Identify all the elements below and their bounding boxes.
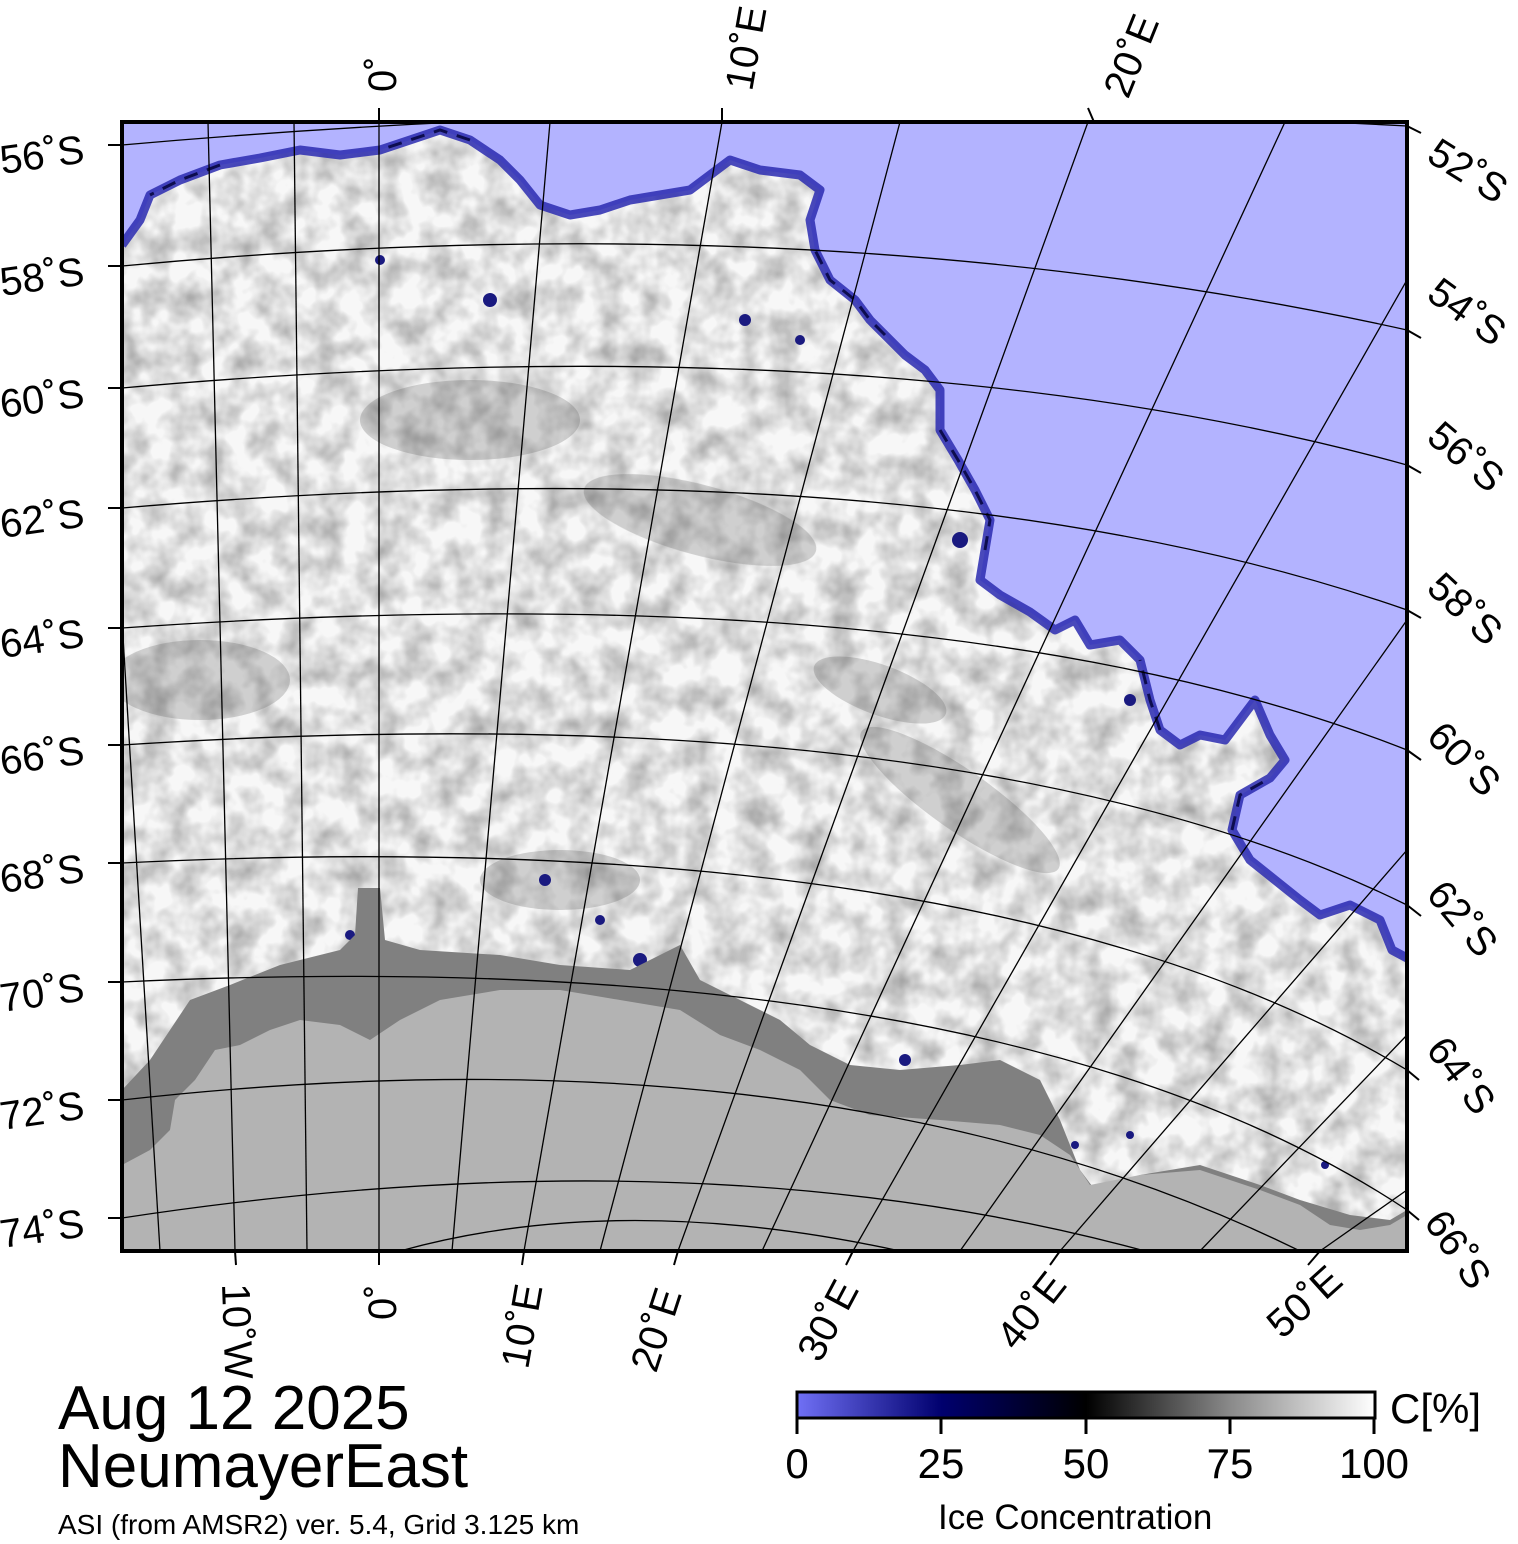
colorbar bbox=[795, 1390, 1377, 1420]
bottom-longitude-labels: 10˚W 0˚ 10˚E 20˚E 30˚E 40˚E 50˚E bbox=[213, 1257, 1351, 1380]
lat-label: 56˚S bbox=[1419, 413, 1512, 501]
lat-label: 58˚S bbox=[0, 250, 87, 305]
lat-label: 60˚S bbox=[0, 372, 87, 427]
frame-ticks bbox=[108, 107, 1422, 1266]
colorbar-tick-label: 25 bbox=[917, 1440, 965, 1487]
lat-label: 64˚S bbox=[0, 612, 87, 667]
lat-label: 70˚S bbox=[0, 966, 87, 1021]
longitude-lines bbox=[122, 122, 1407, 1251]
lat-label: 62˚S bbox=[0, 492, 87, 547]
colorbar-unit: C[%] bbox=[1390, 1385, 1482, 1432]
land-mass bbox=[122, 990, 1407, 1251]
lon-label: 50˚E bbox=[1259, 1257, 1351, 1346]
colorbar-title: Ice Concentration bbox=[938, 1498, 1213, 1537]
open-water bbox=[122, 122, 1407, 958]
colorbar-tick-label: 50 bbox=[1062, 1440, 1110, 1487]
lat-label: 62˚S bbox=[1418, 873, 1506, 966]
map-frame bbox=[120, 120, 1409, 1253]
left-latitude-labels: 56˚S 58˚S 60˚S 62˚S 64˚S 66˚S 68˚S 70˚S … bbox=[0, 128, 87, 1257]
lon-label: 10˚W bbox=[213, 1283, 260, 1380]
ice-edge-dark bbox=[149, 128, 1271, 831]
colorbar-ticks bbox=[795, 1418, 1376, 1434]
lon-label: 10˚E bbox=[718, 3, 776, 94]
lat-label: 72˚S bbox=[0, 1084, 87, 1139]
lat-label: 68˚S bbox=[0, 847, 87, 902]
lat-label: 58˚S bbox=[1419, 564, 1511, 654]
lon-label: 10˚E bbox=[494, 1281, 552, 1372]
top-longitude-labels: 0˚ 10˚E 20˚E bbox=[361, 3, 1168, 104]
lon-label: 30˚E bbox=[789, 1273, 868, 1368]
lat-label: 56˚S bbox=[0, 128, 87, 183]
latitude-lines bbox=[122, 122, 1407, 1251]
lat-label: 60˚S bbox=[1419, 714, 1509, 805]
lon-label: 0˚ bbox=[361, 56, 405, 92]
lon-label: 0˚ bbox=[361, 1284, 405, 1320]
lat-label: 52˚S bbox=[1420, 130, 1515, 212]
colorbar-tick-label: 75 bbox=[1206, 1440, 1254, 1487]
lon-label: 20˚E bbox=[623, 1283, 691, 1377]
lon-label: 40˚E bbox=[988, 1264, 1075, 1358]
lat-label: 74˚S bbox=[0, 1202, 87, 1257]
polynya-patches bbox=[345, 255, 1329, 1169]
date-title: Aug 12 2025 bbox=[58, 1374, 410, 1443]
lat-label: 64˚S bbox=[1418, 1029, 1504, 1123]
colorbar-tick-label: 100 bbox=[1338, 1440, 1410, 1487]
lon-label: 20˚E bbox=[1096, 9, 1168, 104]
lat-label: 66˚S bbox=[0, 729, 87, 784]
lat-label: 54˚S bbox=[1420, 270, 1514, 355]
low-concentration-streaks bbox=[122, 380, 1060, 910]
lat-label: 66˚S bbox=[1416, 1202, 1500, 1297]
region-title: NeumayerEast bbox=[58, 1432, 469, 1501]
right-latitude-labels: 52˚S 54˚S 56˚S 58˚S 60˚S 62˚S 64˚S 66˚S bbox=[1416, 130, 1516, 1297]
product-note: ASI (from AMSR2) ver. 5.4, Grid 3.125 km bbox=[58, 1509, 580, 1540]
colorbar-tick-label: 0 bbox=[785, 1440, 809, 1487]
